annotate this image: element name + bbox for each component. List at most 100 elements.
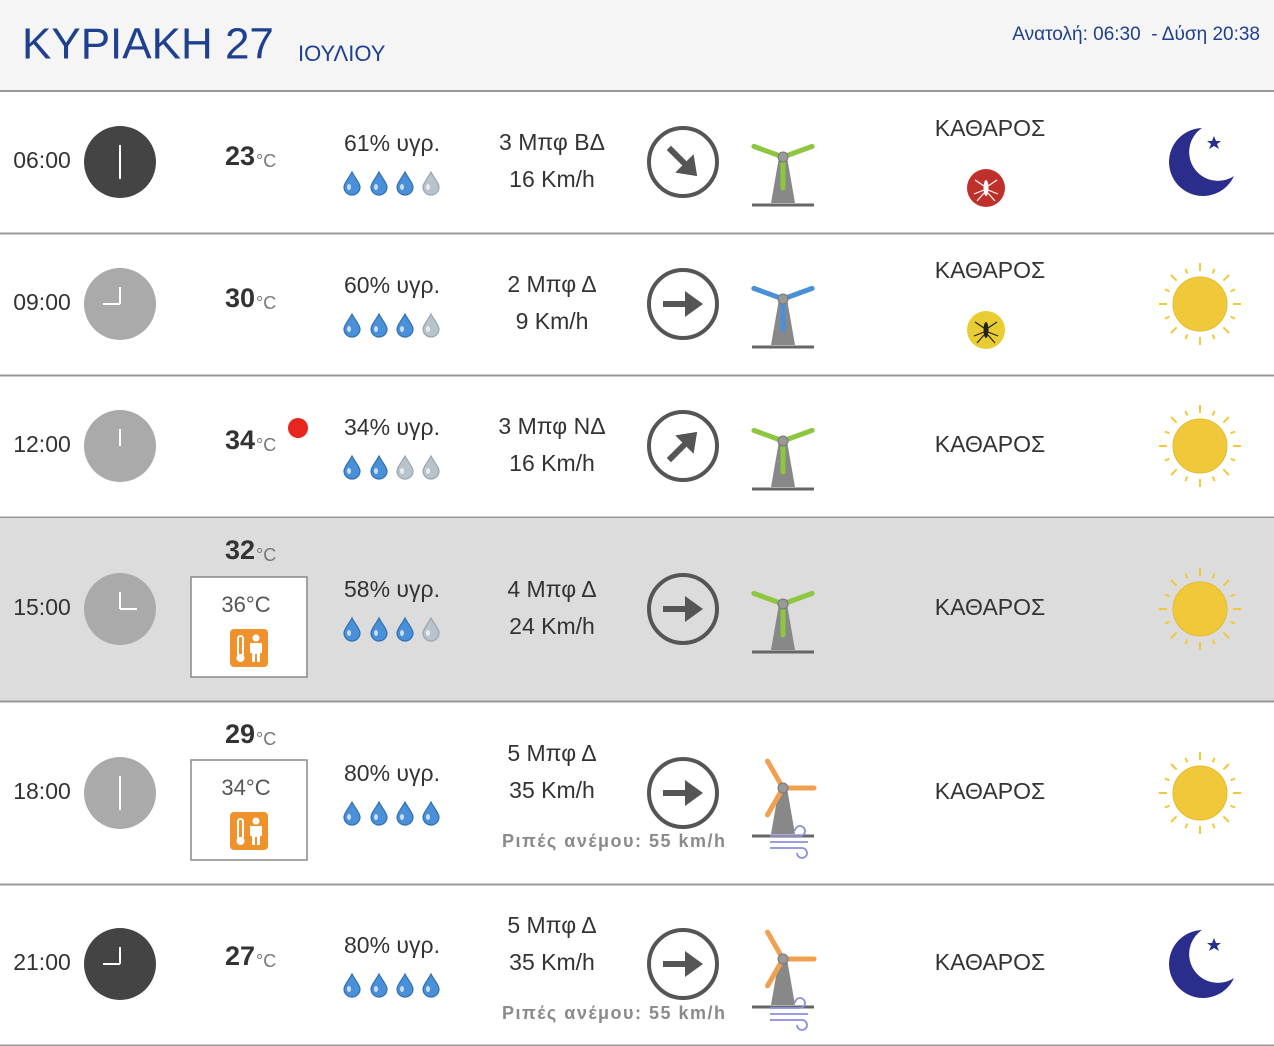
drop bbox=[396, 454, 414, 480]
drop-shine bbox=[347, 814, 351, 820]
turbine-hub bbox=[777, 151, 789, 163]
arrow bbox=[666, 145, 698, 177]
temperature: 30 bbox=[225, 283, 255, 313]
sun-icon bbox=[1159, 263, 1241, 345]
mosquito-legs bbox=[973, 321, 999, 344]
time: 18:00 bbox=[13, 778, 71, 804]
arrow bbox=[663, 780, 703, 806]
sun-ray bbox=[1164, 777, 1170, 782]
mosquito-icon bbox=[967, 169, 1005, 207]
clock-icon bbox=[84, 410, 156, 482]
sun-ray bbox=[1184, 823, 1189, 829]
drop-shine bbox=[400, 986, 404, 992]
month: ΙΟΥΛΙΟΥ bbox=[298, 41, 386, 66]
drop bbox=[343, 972, 361, 998]
person-head bbox=[252, 634, 260, 642]
wind-arrow bbox=[647, 757, 719, 829]
gust-line bbox=[770, 1019, 808, 1031]
day-title: ΚΥΡΙΑΚΗ 27 bbox=[22, 20, 274, 69]
sun-ray bbox=[1184, 268, 1189, 274]
humidity: 61% υγρ. bbox=[344, 130, 440, 156]
turbine bbox=[751, 285, 815, 349]
sun bbox=[1172, 765, 1228, 821]
arrow-ring bbox=[647, 126, 719, 198]
drop-shine bbox=[347, 184, 351, 190]
drop-shine bbox=[400, 468, 404, 474]
sun-ray bbox=[1222, 631, 1230, 639]
sun-ray bbox=[1164, 430, 1170, 435]
sun-ray bbox=[1164, 620, 1170, 625]
drop-shine bbox=[374, 986, 378, 992]
sun-ray bbox=[1184, 639, 1189, 645]
gust-icon bbox=[770, 825, 808, 859]
sun-ray bbox=[1170, 326, 1178, 334]
clock-icon bbox=[84, 928, 156, 1000]
turbine bbox=[752, 758, 817, 838]
turbine bbox=[751, 427, 815, 491]
drop-shine bbox=[426, 184, 430, 190]
sun bbox=[1172, 418, 1228, 474]
person-body bbox=[250, 643, 262, 662]
drop bbox=[422, 170, 440, 196]
wind-speed: 16 Km/h bbox=[509, 450, 595, 476]
drop-shine bbox=[426, 468, 430, 474]
wind-arrow bbox=[647, 573, 719, 645]
feels-like: 36°C bbox=[221, 592, 270, 617]
drop bbox=[370, 312, 388, 338]
person-body bbox=[250, 826, 262, 845]
sun-ray bbox=[1222, 416, 1230, 424]
time: 15:00 bbox=[13, 594, 71, 620]
drop-shine bbox=[426, 630, 430, 636]
drop-shine bbox=[347, 630, 351, 636]
drop bbox=[343, 454, 361, 480]
heat-icon-bg bbox=[230, 812, 268, 850]
drop-shine bbox=[374, 814, 378, 820]
temp-unit: °C bbox=[256, 545, 276, 565]
gust-line bbox=[770, 997, 806, 1009]
drop-shine bbox=[374, 630, 378, 636]
time: 21:00 bbox=[13, 949, 71, 975]
drop-shine bbox=[347, 468, 351, 474]
person-head bbox=[252, 817, 260, 825]
sun-ray bbox=[1184, 410, 1189, 416]
sun-ray bbox=[1230, 620, 1236, 625]
wind-speed: 16 Km/h bbox=[509, 166, 595, 192]
sky: ΚΑΘΑΡΟΣ bbox=[935, 594, 1045, 620]
wind-force: 5 Μπφ Δ bbox=[507, 740, 596, 766]
arrow bbox=[666, 431, 698, 463]
drop-shine bbox=[426, 814, 430, 820]
sun-ray bbox=[1184, 334, 1189, 340]
sun bbox=[1172, 581, 1228, 637]
sun-ray bbox=[1184, 573, 1189, 579]
clock-icon bbox=[84, 268, 156, 340]
sun-ray bbox=[1211, 823, 1216, 829]
sun-ray bbox=[1170, 274, 1178, 282]
humidity: 80% υγρ. bbox=[344, 760, 440, 786]
drop-shine bbox=[400, 184, 404, 190]
gust-line bbox=[770, 847, 808, 859]
sun-ray bbox=[1170, 763, 1178, 771]
wind-arrow bbox=[647, 268, 719, 340]
sun-ray bbox=[1164, 288, 1170, 293]
temp-unit: °C bbox=[256, 435, 276, 455]
sun-ray bbox=[1170, 631, 1178, 639]
turbine bbox=[751, 143, 815, 207]
wind-speed: 35 Km/h bbox=[509, 949, 595, 975]
wind-force: 3 Μπφ ΒΔ bbox=[499, 129, 605, 155]
drop bbox=[343, 312, 361, 338]
header-bg bbox=[0, 0, 1274, 90]
sun-ray bbox=[1230, 457, 1236, 462]
sky: ΚΑΘΑΡΟΣ bbox=[935, 431, 1045, 457]
drop bbox=[343, 170, 361, 196]
humidity: 80% υγρ. bbox=[344, 932, 440, 958]
moon-icon bbox=[1169, 930, 1234, 998]
drop-shine bbox=[374, 184, 378, 190]
sun-ray bbox=[1170, 815, 1178, 823]
wind-arrow bbox=[647, 126, 719, 198]
alert-dot bbox=[288, 418, 308, 438]
sun-ray bbox=[1164, 315, 1170, 320]
sky: ΚΑΘΑΡΟΣ bbox=[935, 257, 1045, 283]
wind-gusts: Ριπές ανέμου: 55 km/h bbox=[502, 1003, 726, 1023]
time: 09:00 bbox=[13, 289, 71, 315]
